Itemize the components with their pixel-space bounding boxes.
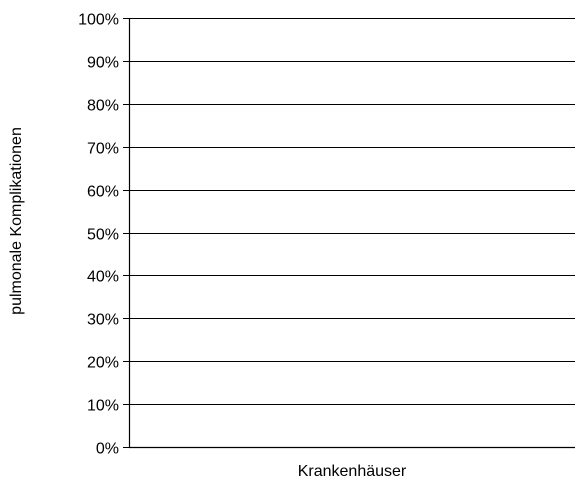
y-tick-label: 10%	[87, 398, 119, 415]
y-tick-label: 30%	[87, 312, 119, 329]
gridlines	[129, 18, 575, 405]
y-tick-label: 60%	[87, 184, 119, 201]
y-axis-ticks	[123, 18, 129, 448]
y-tick-label: 50%	[87, 227, 119, 244]
y-axis-title: pulmonale Komplikationen	[8, 127, 25, 315]
y-tick-label: 100%	[78, 12, 119, 29]
y-tick-label: 80%	[87, 98, 119, 115]
y-tick-label: 70%	[87, 141, 119, 158]
x-axis-title: Krankenhäuser	[298, 463, 407, 480]
y-tick-label: 40%	[87, 269, 119, 286]
y-tick-label: 0%	[96, 441, 119, 458]
y-tick-label: 90%	[87, 55, 119, 72]
y-axis-tick-labels: 0% 10% 20% 30% 40% 50% 60% 70% 80% 90% 100%	[78, 12, 119, 458]
y-tick-label: 20%	[87, 355, 119, 372]
